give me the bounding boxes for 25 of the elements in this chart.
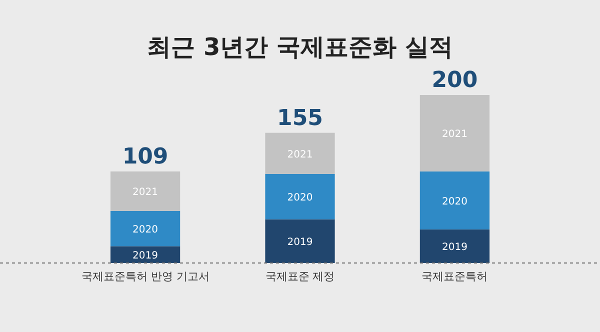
text: 2019 (287, 237, 313, 248)
series-label: 2020 (132, 224, 158, 236)
x-tick-label: 국제표준특허 반영 기고서 (81, 270, 210, 283)
annotation: 109 (122, 144, 168, 170)
annotation: 200 (432, 68, 478, 93)
bar (110, 171, 180, 211)
text: 2019 (442, 242, 468, 254)
chart-title: 최근 3년간 국제표준화 실적 (147, 33, 453, 61)
x-tick-label: 국제표준 제정 (265, 270, 335, 283)
bar (420, 229, 490, 263)
annotation: 155 (277, 106, 323, 131)
bar (265, 174, 335, 220)
series-label: 2019 (132, 250, 158, 262)
text: 2021 (287, 149, 313, 160)
text: 2020 (442, 196, 468, 208)
text: 2021 (442, 129, 468, 140)
bar (110, 210, 180, 246)
bar (110, 246, 180, 263)
bar (265, 132, 335, 174)
x-tick-label: 국제표준특허 (422, 270, 488, 283)
text: 2020 (287, 192, 313, 204)
bar (265, 219, 335, 263)
bar (420, 95, 490, 172)
bar (420, 171, 490, 230)
series-label: 2021 (132, 187, 158, 198)
